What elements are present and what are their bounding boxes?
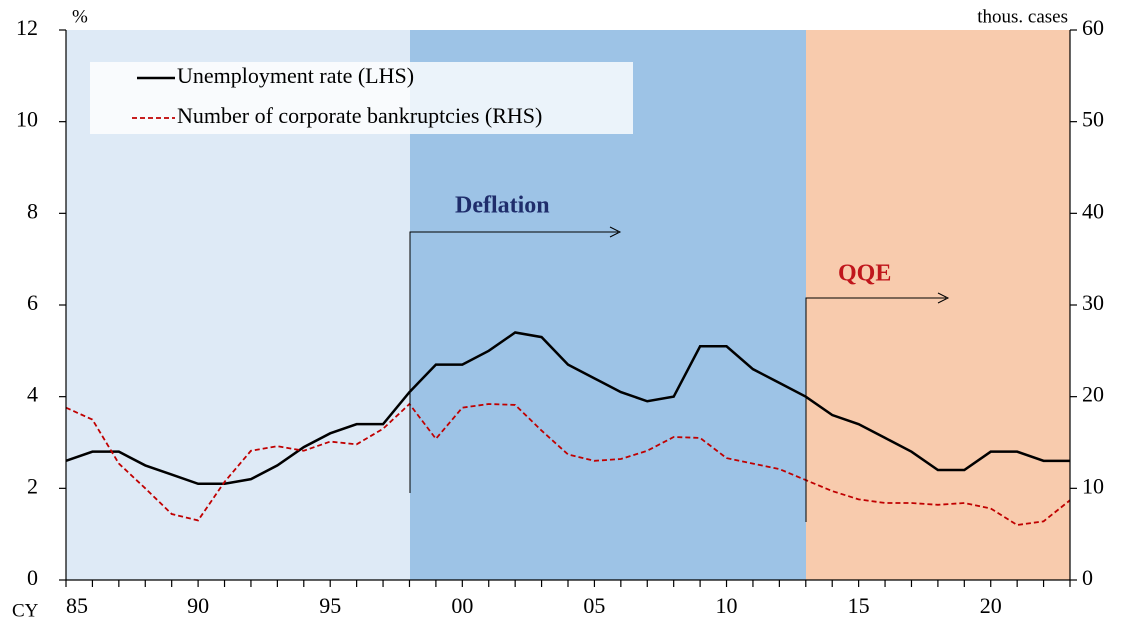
x-tick-label: 10 — [716, 593, 738, 618]
series-line — [65, 331, 1070, 485]
x-tick-label: 95 — [319, 593, 341, 618]
x-prefix: CY — [12, 600, 39, 621]
y-tick-label: 6 — [27, 290, 38, 315]
y2-tick-label: 30 — [1082, 290, 1104, 315]
x-tick-label: 00 — [451, 593, 473, 618]
y2-tick-label: 20 — [1082, 382, 1104, 407]
y-unit: % — [72, 6, 88, 27]
y-tick-label: 4 — [27, 382, 38, 407]
arrowhead — [609, 226, 622, 238]
y2-tick-label: 0 — [1082, 565, 1093, 590]
x-tick-label: 15 — [848, 593, 870, 618]
legend-label: Unemployment rate (LHS) — [177, 63, 414, 88]
annotation: Deflation — [455, 193, 550, 219]
legend-box — [90, 62, 633, 134]
y-tick-label: 8 — [27, 198, 38, 223]
legend-label: Number of corporate bankruptcies (RHS) — [177, 103, 542, 128]
x-tick-label: 05 — [583, 593, 605, 618]
period-shade — [806, 30, 1070, 580]
series-line — [65, 402, 1071, 526]
y-tick-label: 10 — [16, 107, 38, 132]
y-tick-label: 12 — [16, 15, 38, 40]
qqe-arrow — [805, 297, 946, 522]
y2-unit: thous. cases — [977, 6, 1068, 27]
y2-tick-label: 10 — [1082, 473, 1104, 498]
deflation-arrow — [409, 231, 618, 493]
y2-tick-label: 50 — [1082, 107, 1104, 132]
y-tick-label: 0 — [27, 565, 38, 590]
x-tick-label: 85 — [66, 593, 88, 618]
arrowhead — [937, 292, 950, 304]
y2-tick-label: 40 — [1082, 198, 1104, 223]
annotation: QQE — [838, 261, 891, 287]
x-tick-label: 20 — [980, 593, 1002, 618]
x-tick-label: 90 — [187, 593, 209, 618]
y2-tick-label: 60 — [1082, 15, 1104, 40]
y-tick-label: 2 — [27, 473, 38, 498]
marks — [65, 331, 1071, 526]
